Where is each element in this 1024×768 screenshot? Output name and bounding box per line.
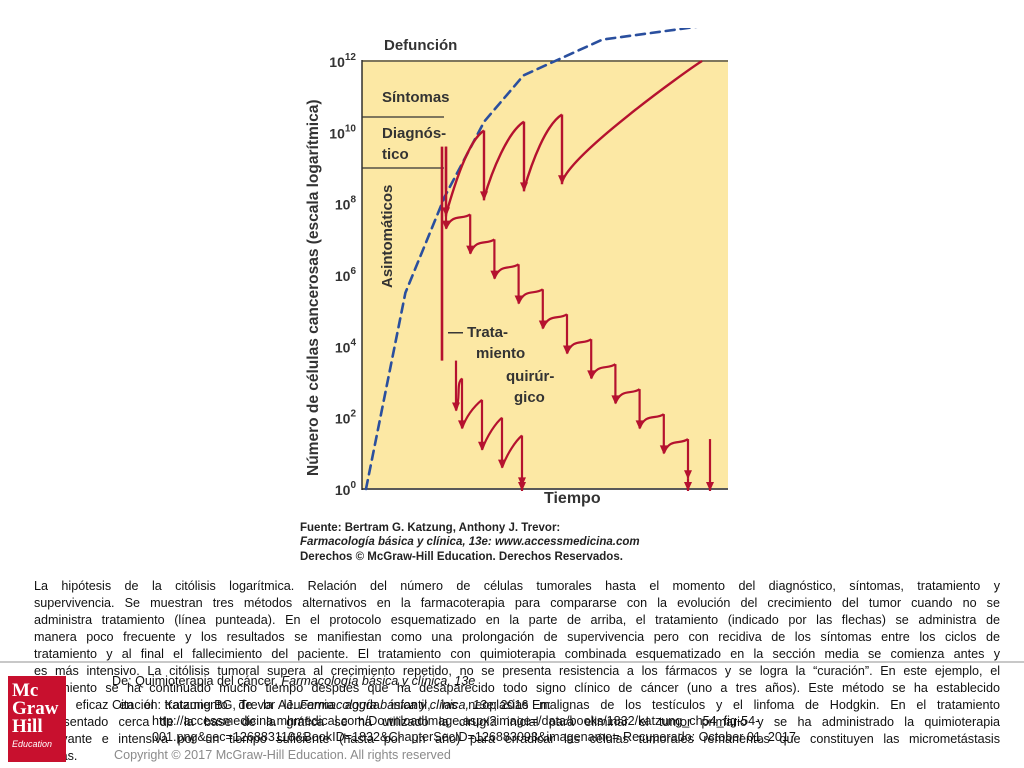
y-tick-base: 10 [335, 268, 351, 284]
label-sintomas: Síntomas [382, 89, 450, 106]
log-cell-kill-chart: 100 102 104 106 108 1010 1012 Defunción Síntom… [296, 28, 730, 564]
plot-background [362, 60, 728, 488]
footer-divider [0, 661, 1024, 663]
middle-regrowth-curve [517, 288, 544, 304]
caption-line: es más intensivo. La citólisis tumoral s… [34, 664, 1000, 678]
citation-cite-text: Citación: Katzung BG, Trevor AJ. [112, 698, 300, 712]
y-tick-base: 10 [335, 339, 351, 355]
top-regrowth-curve [522, 113, 563, 190]
source-line-1: Fuente: Bertram G. Katzung, Anthony J. T… [300, 522, 560, 534]
citation-url-1[interactable]: http://accessmedicina.mhmedical.com/Down… [152, 714, 760, 728]
caption-line: La hipótesis de la citólisis logarítmica… [34, 579, 1000, 593]
y-tick-label: 104 [335, 337, 357, 355]
citation-from: De: Quimioterapia del cáncer, Farmacolog… [112, 673, 475, 690]
untreated-growth-curve [364, 28, 698, 491]
bottom-treatment-arrow [518, 477, 526, 487]
annotation-surgery-3: quirúr- [506, 368, 554, 385]
source-line-2: Farmacología básica y clínica, 13e: www.… [300, 536, 640, 548]
caption-line: tratamiento y al final el fallecimiento … [34, 647, 1000, 661]
y-tick-exponent: 0 [350, 480, 356, 491]
x-axis-label: Tiempo [544, 490, 601, 507]
middle-regrowth-curve [565, 338, 592, 354]
y-tick-exponent: 6 [350, 266, 356, 277]
y-tick-label: 102 [335, 409, 357, 427]
middle-treatment-arrow [684, 470, 692, 480]
y-tick-base: 10 [329, 125, 345, 141]
citation-from-text: De: Quimioterapia del cáncer, [112, 674, 282, 688]
citation-cite-book: Farmacología básica y clínica, 13e [299, 698, 494, 712]
label-asintomaticos: Asintomáticos [379, 185, 396, 288]
logo-line: Education [12, 739, 53, 749]
copyright-text: Copyright © 2017 McGraw-Hill Education. … [114, 748, 451, 762]
top-regrowth-curve [482, 120, 525, 199]
citation-from-book: Farmacología básica y clínica, 13e [281, 674, 476, 688]
y-tick-exponent: 2 [350, 409, 356, 420]
middle-regrowth-curve [469, 238, 496, 255]
citation-url-2[interactable]: 001.png&sec=126883110&BookID=1832&Chapte… [152, 730, 796, 744]
y-tick-label: 108 [335, 195, 357, 213]
bottom-regrowth-curve [500, 434, 523, 468]
y-tick-exponent: 8 [350, 195, 356, 206]
y-tick-base: 10 [329, 54, 345, 70]
caption-line: como eficaz en el tratamiento de la leuc… [34, 698, 1000, 712]
middle-regrowth-curve [541, 313, 568, 329]
y-tick-exponent: 4 [350, 337, 356, 348]
annotation-surgery-1: — Trata- [448, 324, 508, 341]
logo-line: Mc [12, 680, 39, 701]
label-diagnostico-2: tico [382, 146, 409, 163]
caption-line: manera poco frecuente y los resultados s… [34, 630, 1000, 644]
middle-final-arrow [684, 482, 692, 491]
caption-line: tratamiento se ha continuado mucho tiemp… [34, 681, 1000, 695]
citation-cite: Citación: Katzung BG, Trevor AJ. Farmaco… [112, 697, 551, 714]
citation-cite-suffix: ; 2016 En: [493, 698, 551, 712]
mcgraw-hill-logo: Mc Graw Hill Education [8, 676, 66, 762]
y-tick-label: 1010 [329, 123, 356, 141]
middle-regrowth-curve [444, 213, 471, 230]
logo-line: Hill [12, 716, 43, 737]
middle-regrowth-curve [662, 438, 689, 454]
middle-regrowth-curve [493, 263, 520, 280]
y-axis-label: Número de células cancerosas (escala log… [305, 100, 322, 476]
middle-regrowth-curve [590, 363, 617, 379]
annotation-surgery-4: gico [514, 389, 545, 406]
y-tick-label: 106 [335, 266, 357, 284]
middle-tail-arrow [706, 482, 714, 491]
y-tick-exponent: 10 [345, 123, 357, 134]
middle-regrowth-curve [614, 388, 641, 404]
y-tick-base: 10 [335, 411, 351, 427]
top-regrowth-curve [560, 59, 703, 183]
caption-line: representado cerca de la base de la gráf… [34, 715, 1000, 729]
middle-regrowth-curve [638, 413, 665, 429]
caption-line: administra tratamiento (línea punteada).… [34, 613, 1000, 627]
label-defuncion: Defunción [384, 37, 457, 54]
bottom-regrowth-curve [480, 416, 503, 451]
bottom-regrowth-curve [460, 398, 483, 429]
bottom-final-arrow [518, 482, 526, 491]
caption-line: supervivencia. Se muestran tres métodos … [34, 596, 1000, 610]
annotation-surgery-2: miento [476, 345, 525, 362]
label-diagnostico-1: Diagnós- [382, 125, 446, 142]
y-tick-exponent: 12 [345, 52, 357, 63]
bottom-regrowth-curve [454, 377, 463, 411]
source-line-3: Derechos © McGraw-Hill Education. Derech… [300, 551, 623, 563]
y-tick-label: 1012 [329, 52, 356, 70]
y-tick-base: 10 [335, 482, 351, 498]
y-tick-label: 100 [335, 480, 357, 498]
caption-line: adyuvante e intensiva por un tiempo sufi… [34, 732, 1000, 746]
y-tick-base: 10 [335, 197, 351, 213]
logo-line: Graw [12, 698, 59, 719]
top-regrowth-curve [444, 129, 485, 215]
